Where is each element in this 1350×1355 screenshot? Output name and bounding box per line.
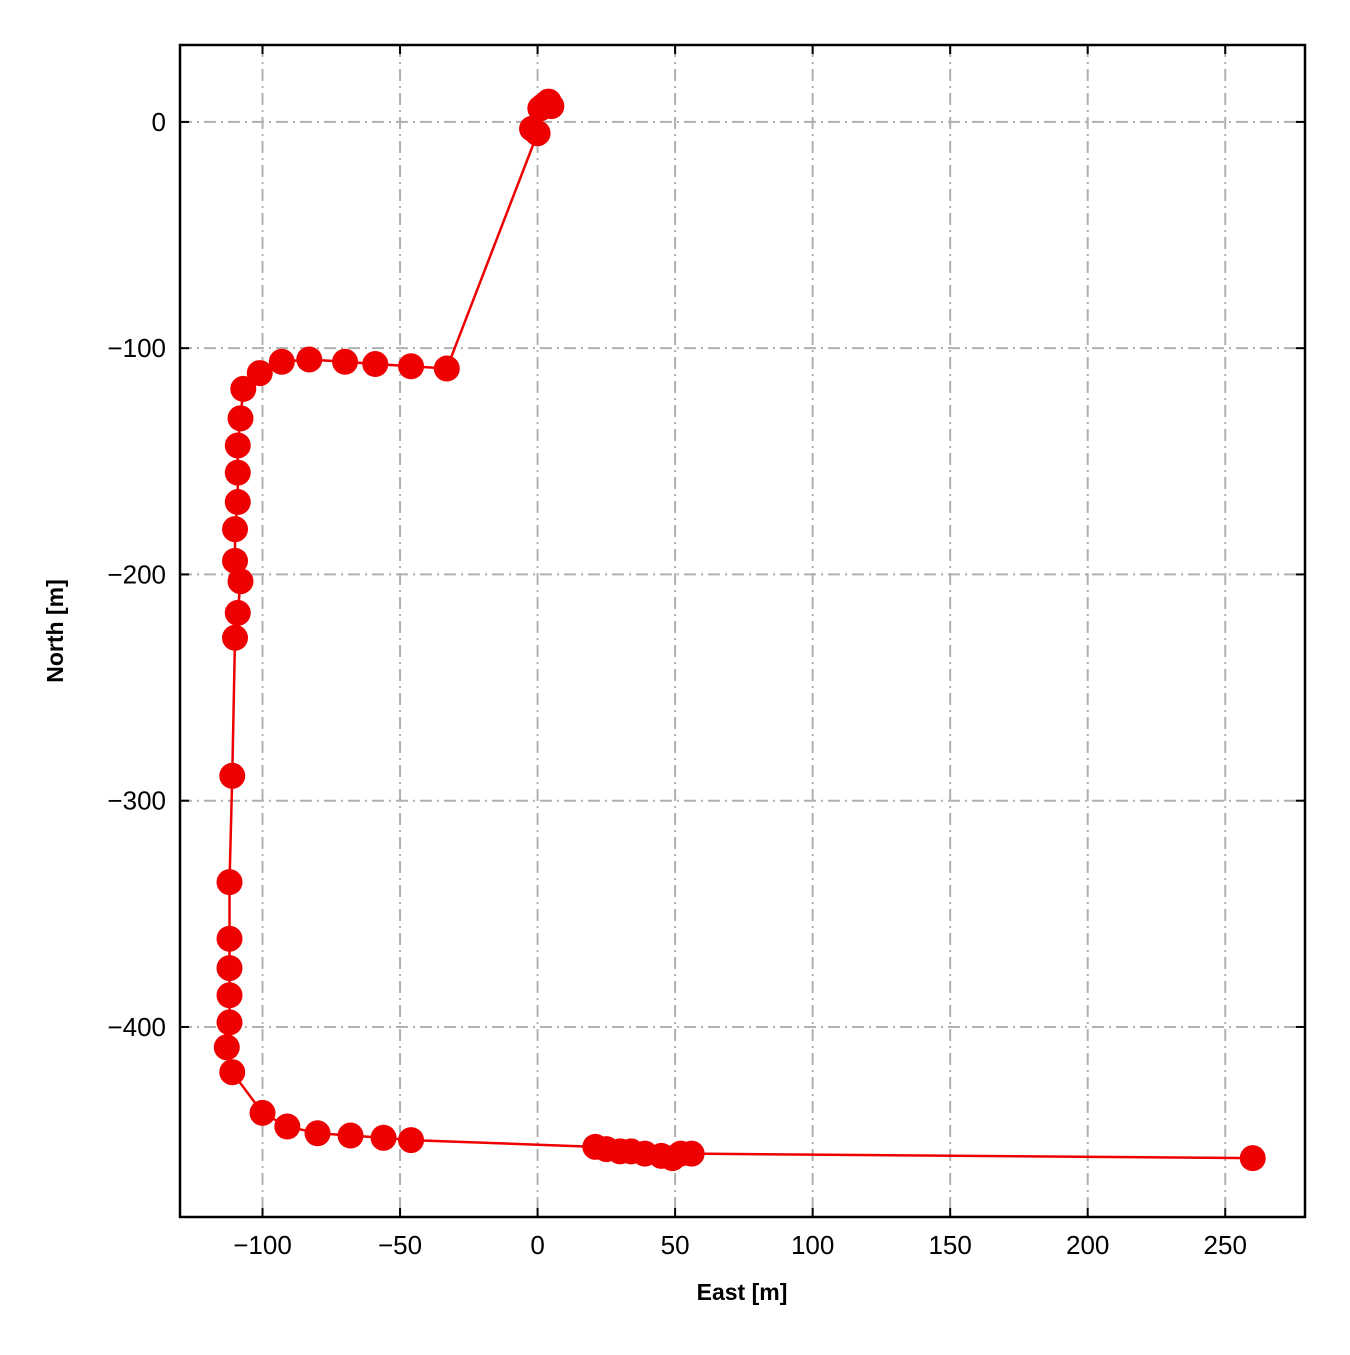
marker [224, 432, 251, 459]
y-tick-label: −400 [107, 1012, 166, 1042]
marker [230, 375, 257, 402]
x-tick-label: 150 [928, 1230, 971, 1260]
grid [180, 45, 1305, 1217]
marker [222, 516, 249, 543]
marker [219, 762, 246, 789]
marker [398, 353, 425, 380]
x-tick-label: 250 [1204, 1230, 1247, 1260]
marker [213, 1034, 240, 1061]
marker [216, 982, 243, 1009]
marker [337, 1122, 364, 1149]
marker [227, 568, 254, 595]
marker [227, 405, 254, 432]
marker [224, 459, 251, 486]
marker [268, 348, 295, 375]
plot [213, 88, 1266, 1172]
y-tick-label: −200 [107, 559, 166, 589]
y-tick-label: −100 [107, 333, 166, 363]
y-tick-label: −300 [107, 786, 166, 816]
marker [678, 1140, 705, 1167]
marker [274, 1113, 301, 1140]
x-tick-label: −50 [378, 1230, 422, 1260]
marker [216, 955, 243, 982]
marker [222, 547, 249, 574]
x-tick-label: 200 [1066, 1230, 1109, 1260]
marker [433, 355, 460, 382]
marker [249, 1099, 276, 1126]
x-tick-label: 100 [791, 1230, 834, 1260]
marker [222, 624, 249, 651]
marker [219, 1059, 246, 1086]
marker [296, 346, 323, 373]
marker [362, 351, 389, 378]
y-axis-label: North [m] [42, 579, 68, 682]
x-tick-label: 0 [530, 1230, 544, 1260]
x-tick-label: −100 [233, 1230, 292, 1260]
marker [224, 599, 251, 626]
marker [398, 1127, 425, 1154]
marker [216, 869, 243, 896]
marker [246, 360, 273, 387]
marker [370, 1124, 397, 1151]
marker [216, 925, 243, 952]
y-tick-label: 0 [152, 107, 166, 137]
marker [527, 95, 554, 122]
marker [1239, 1145, 1266, 1172]
axes-frame [178, 43, 1307, 1219]
marker [332, 348, 359, 375]
marker [524, 120, 551, 147]
marker [216, 1009, 243, 1036]
x-axis-label: East [m] [697, 1279, 788, 1305]
marker [304, 1120, 331, 1147]
marker [224, 489, 251, 516]
x-tick-label: 50 [661, 1230, 690, 1260]
